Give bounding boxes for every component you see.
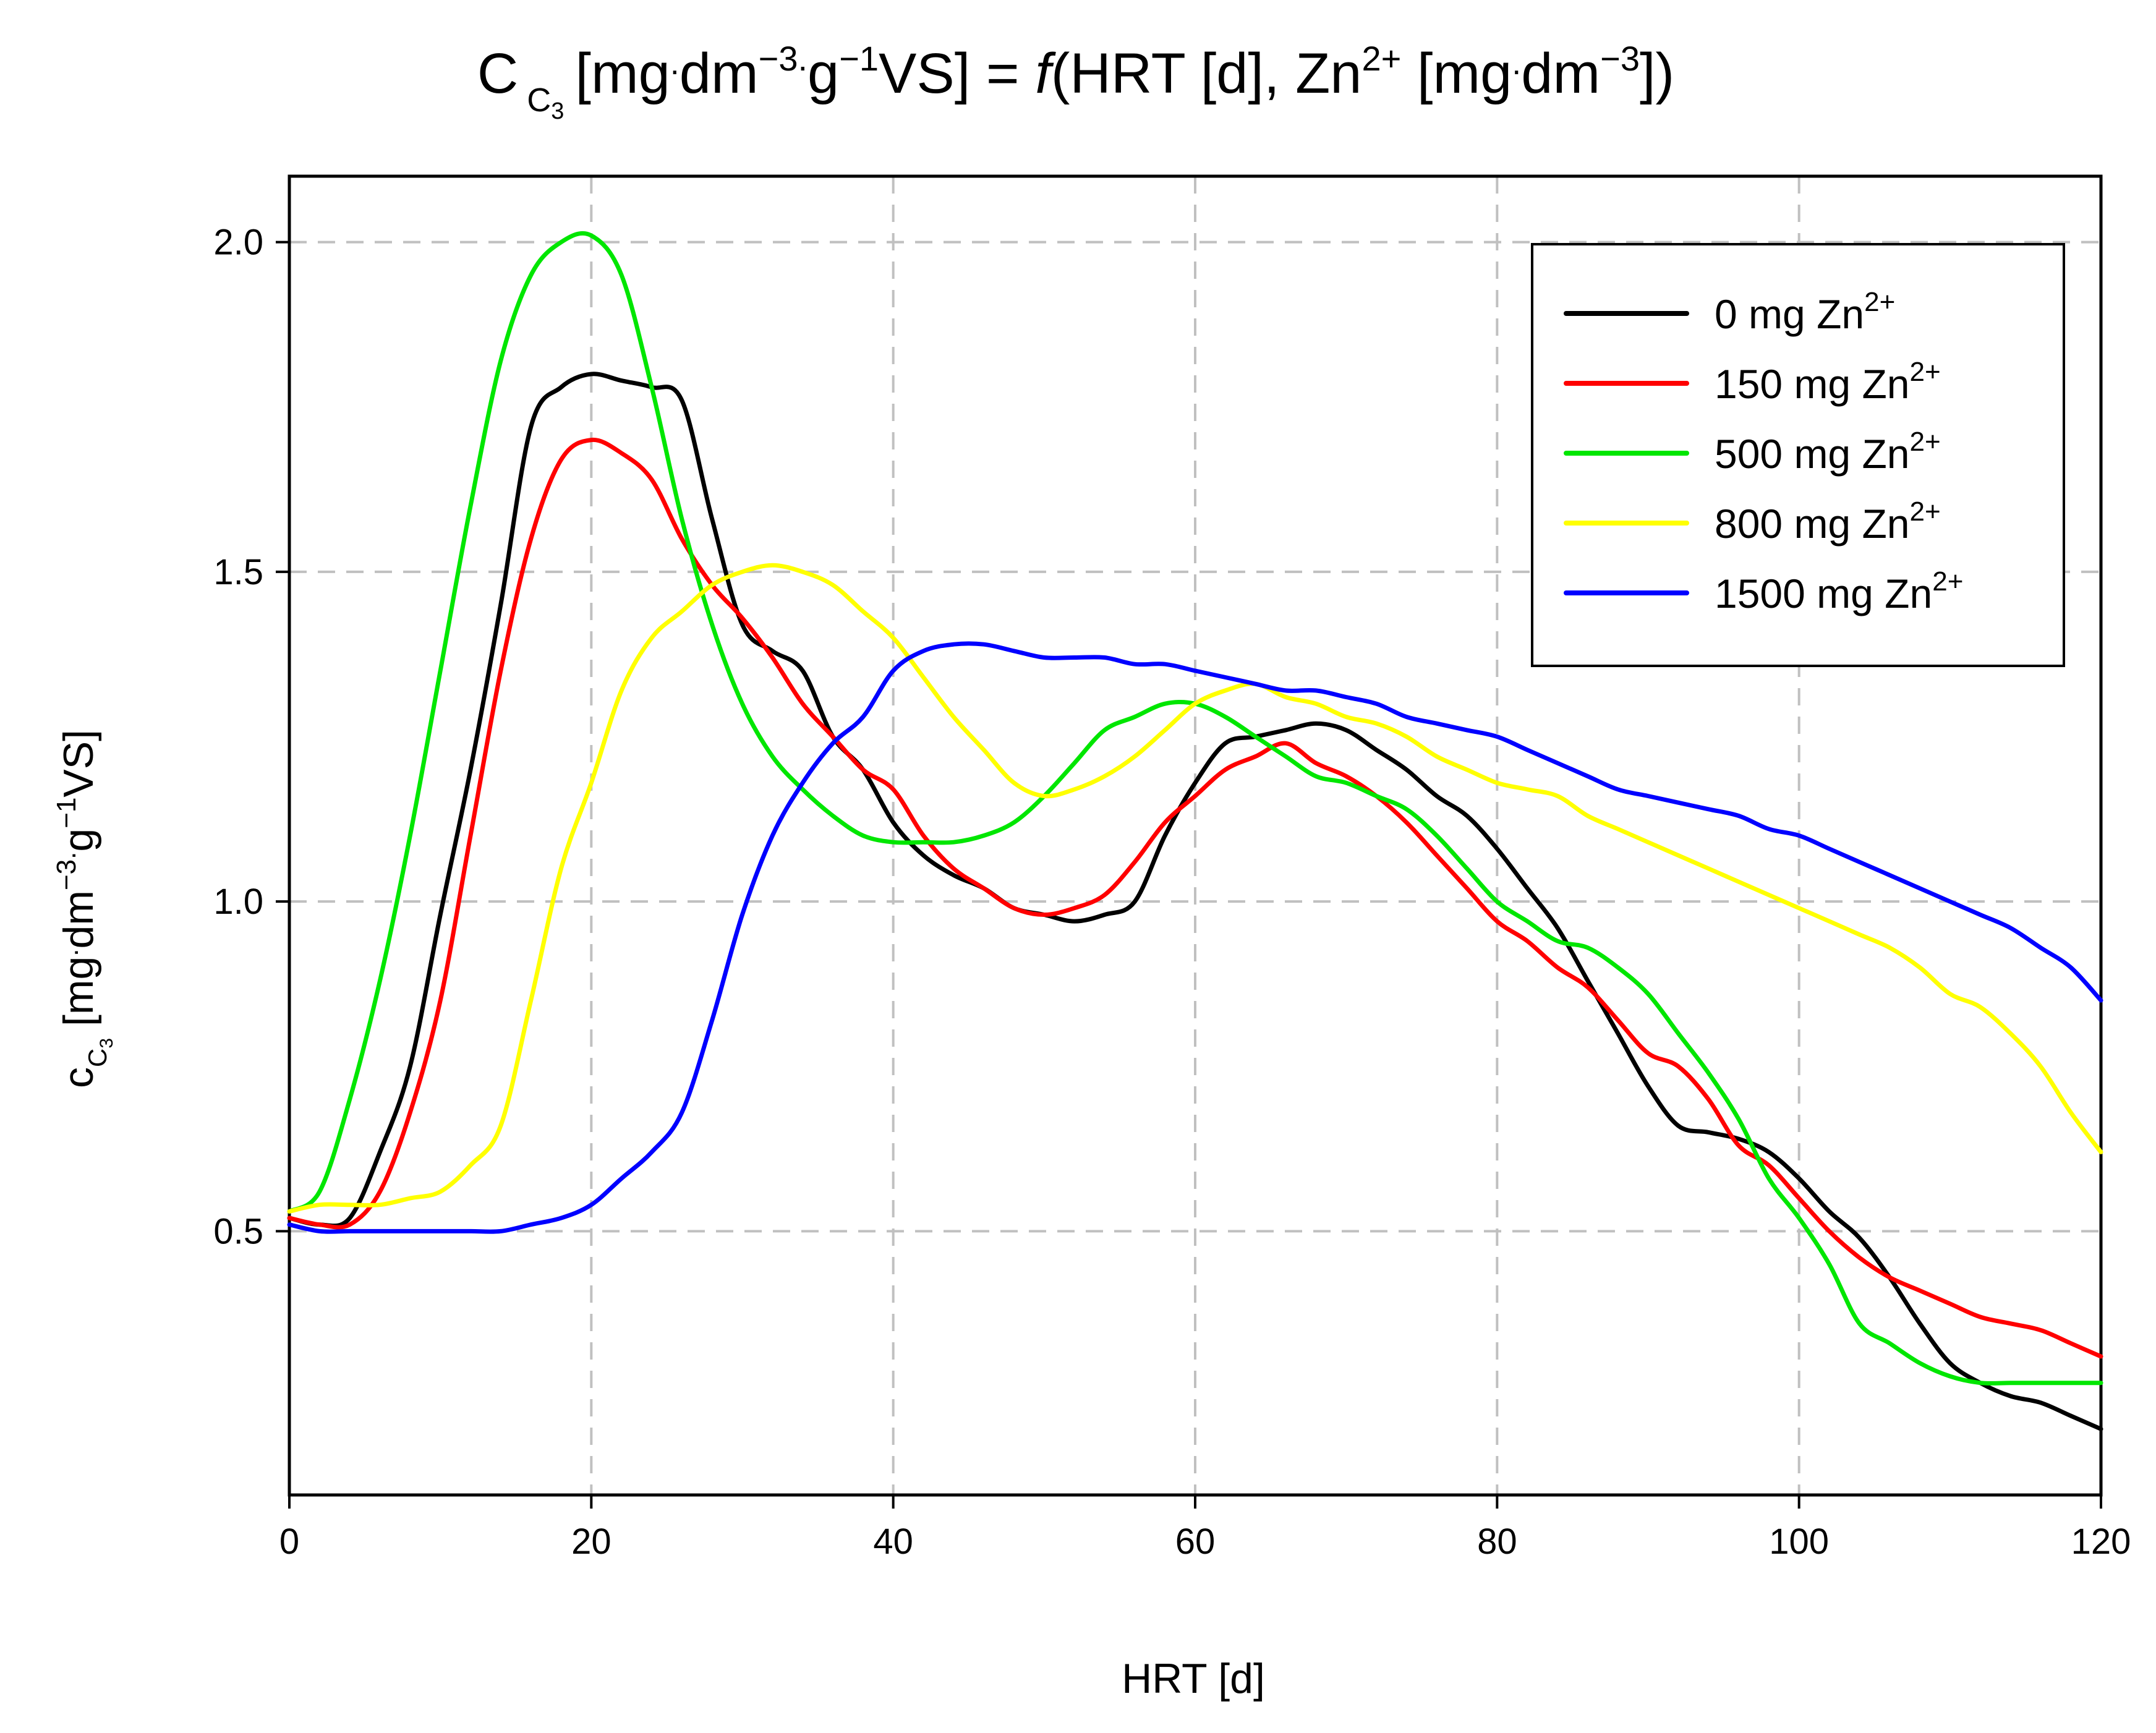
legend-items: 0 mg Zn2+ 150 mg Zn2+ 500 mg Zn2+ 800 mg Zn… [1564, 287, 1963, 616]
x-tick-label: 60 [1175, 1522, 1216, 1562]
legend-item-500-mg-zn2: 500 mg Zn2+ [1564, 427, 1941, 477]
x-tick-label: 20 [571, 1522, 611, 1562]
series-line-0-mg-zn2 [287, 372, 2103, 1431]
y-tick-label: 1.0 [213, 882, 263, 922]
x-tick-label: 100 [1769, 1522, 1829, 1562]
legend-label: 0 mg Zn2+ [1715, 287, 1895, 337]
series-layer [287, 231, 2103, 1431]
legend-label: 1500 mg Zn2+ [1715, 566, 1963, 616]
legend-label: 150 mg Zn2+ [1715, 357, 1941, 407]
tick-layer: 0 20 40 60 80 100 120 0.5 1.0 1.5 2.0 [213, 223, 2131, 1562]
legend: 0 mg Zn2+ 150 mg Zn2+ 500 mg Zn2+ 800 mg Zn… [1531, 243, 2065, 667]
series-line-800-mg-zn2 [287, 563, 2103, 1214]
chart-title: C C3[mg.dm−3.g−1VS] = f(HRT [d], Zn2+ [mg… [477, 39, 1674, 124]
series-line-500-mg-zn2 [287, 231, 2103, 1386]
legend-item-800-mg-zn2: 800 mg Zn2+ [1564, 496, 1941, 547]
x-tick-label: 120 [2071, 1522, 2131, 1562]
x-tick-label: 80 [1477, 1522, 1517, 1562]
legend-label: 500 mg Zn2+ [1715, 427, 1941, 477]
y-axis-title: cC3 [mg.dm−3.g−1VS] [51, 730, 117, 1088]
legend-item-0-mg-zn2: 0 mg Zn2+ [1564, 287, 1895, 337]
legend-item-1500-mg-zn2: 1500 mg Zn2+ [1564, 566, 1963, 616]
legend-item-150-mg-zn2: 150 mg Zn2+ [1564, 357, 1941, 407]
y-tick-label: 1.5 [213, 552, 263, 592]
series-line-150-mg-zn2 [287, 438, 2103, 1359]
series-line-1500-mg-zn2 [287, 641, 2103, 1234]
x-tick-label: 40 [873, 1522, 913, 1562]
y-tick-label: 0.5 [213, 1211, 263, 1251]
legend-label: 800 mg Zn2+ [1715, 496, 1941, 547]
x-axis-title: HRT [d] [1122, 1655, 1265, 1702]
x-tick-label: 0 [279, 1522, 299, 1562]
y-tick-label: 2.0 [213, 223, 263, 263]
